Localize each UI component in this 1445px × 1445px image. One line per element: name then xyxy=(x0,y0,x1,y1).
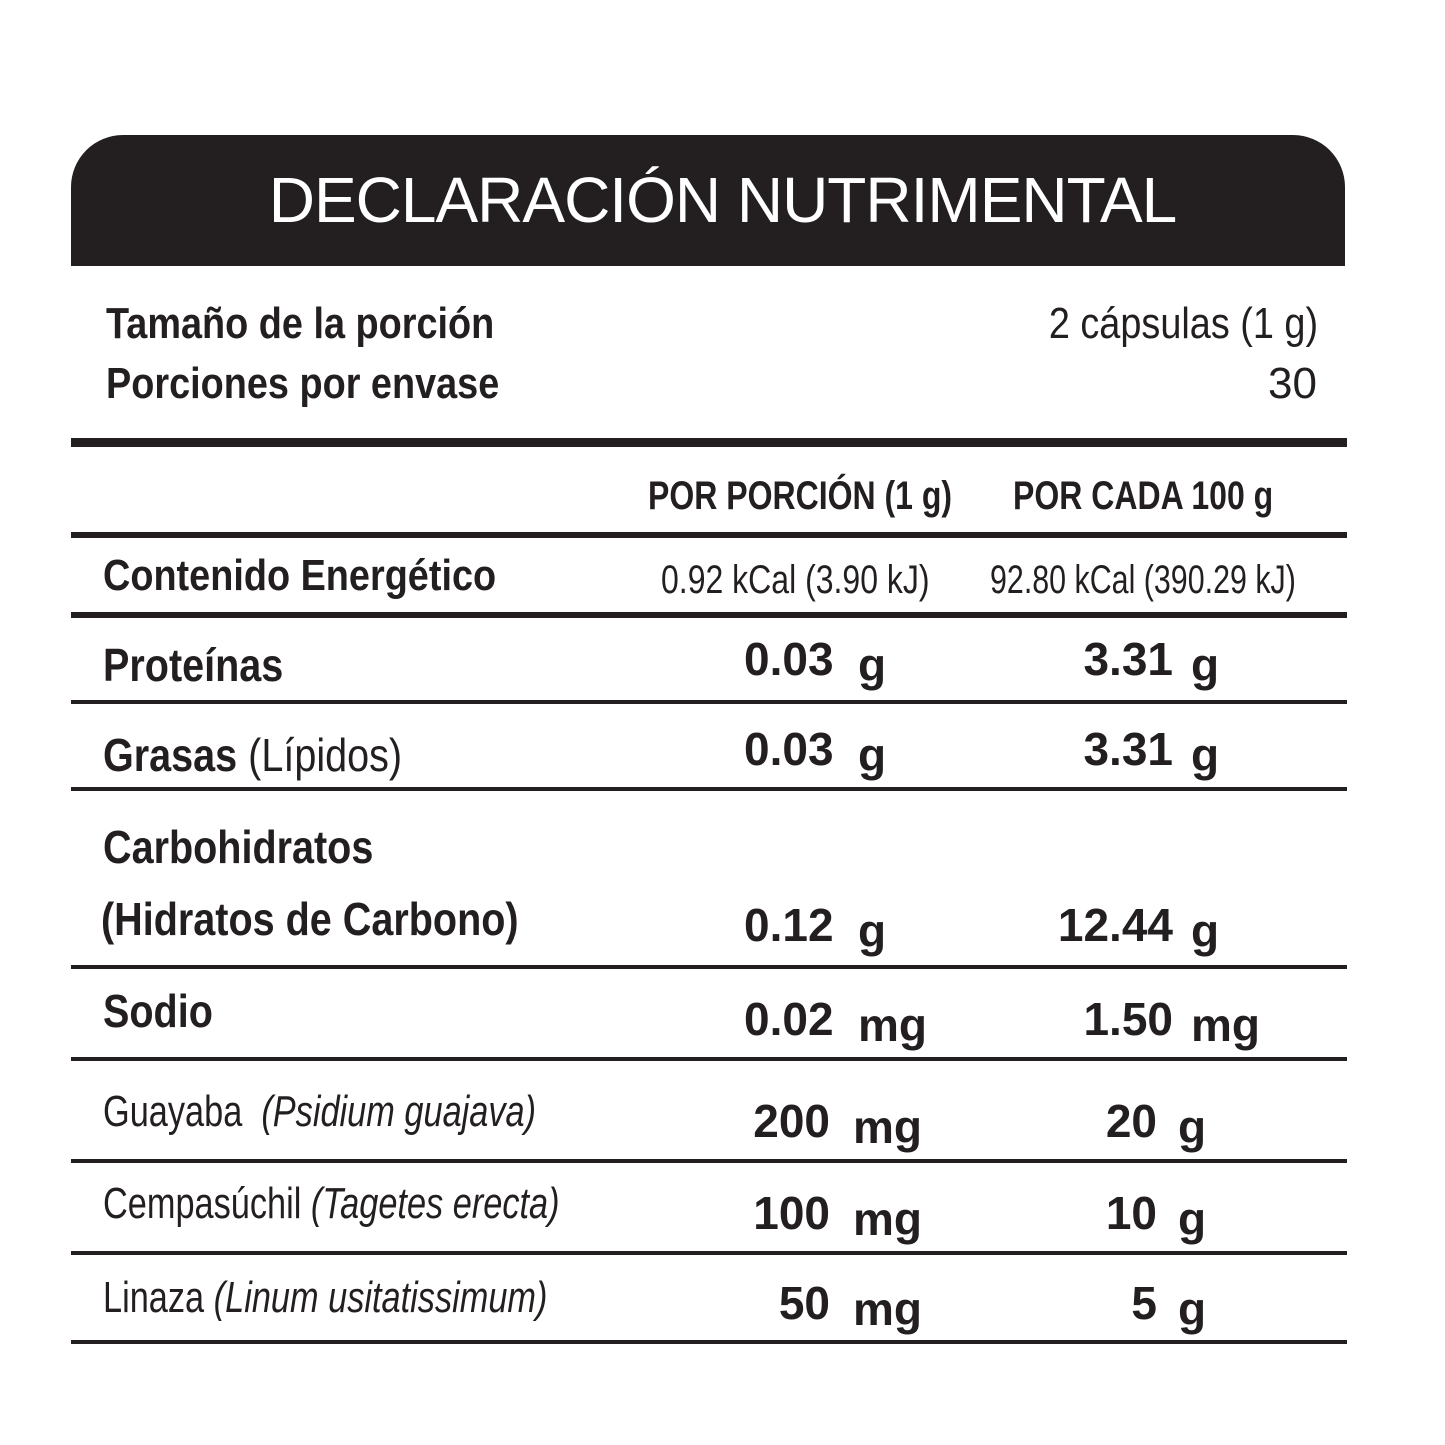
row-divider xyxy=(71,532,1347,538)
protein-per-100g-value: 3.31 xyxy=(1083,633,1173,685)
guava-per-serving-unit: mg xyxy=(853,1101,922,1153)
flaxseed-per-100g-value: 5 xyxy=(1131,1277,1157,1329)
servings-per-container-value: 30 xyxy=(1268,359,1317,408)
row-label-energy: Contenido Energético xyxy=(103,551,497,600)
row-divider xyxy=(71,1251,1347,1255)
fat-per-100g-unit: g xyxy=(1191,729,1220,781)
guava-per-100g-value: 20 xyxy=(1105,1095,1157,1147)
sodium-per-100g-value: 1.50 xyxy=(1083,993,1173,1045)
carbs-per-100g-value: 12.44 xyxy=(1057,899,1173,951)
marigold-per-100g-unit: g xyxy=(1178,1193,1207,1245)
servings-per-container-label: Porciones por envase xyxy=(106,359,500,408)
marigold-per-serving-unit: mg xyxy=(853,1193,922,1245)
row-label-guava: Guayaba (Psidium guajava) xyxy=(103,1087,537,1136)
bottom-divider xyxy=(71,1340,1347,1344)
carbs-per-serving-value: 0.12 xyxy=(744,899,834,951)
protein-per-100g-unit: g xyxy=(1191,639,1220,691)
protein-per-serving-unit: g xyxy=(858,639,887,691)
column-header-per-100g: POR CADA 100 g xyxy=(1013,474,1274,518)
flaxseed-per-serving-unit: mg xyxy=(853,1283,922,1335)
row-divider xyxy=(71,612,1347,618)
row-divider xyxy=(71,1159,1347,1163)
protein-per-serving-value: 0.03 xyxy=(744,633,834,685)
row-label-carbs-extra: (Hidratos de Carbono) xyxy=(101,893,519,945)
energy-per-serving: 0.92 kCal (3.90 kJ) xyxy=(661,558,930,602)
row-label-flaxseed: Linaza (Linum usitatissimum) xyxy=(103,1273,548,1322)
energy-per-100g: 92.80 kCal (390.29 kJ) xyxy=(990,558,1296,602)
row-divider xyxy=(71,965,1347,969)
flaxseed-per-100g-unit: g xyxy=(1178,1283,1207,1335)
column-header-per-serving: POR PORCIÓN (1 g) xyxy=(648,474,953,518)
label-header-bar xyxy=(71,135,1345,266)
fat-per-serving-value: 0.03 xyxy=(744,723,834,775)
guava-per-100g-unit: g xyxy=(1178,1101,1207,1153)
fat-per-100g-value: 3.31 xyxy=(1083,723,1173,775)
thick-divider xyxy=(71,438,1347,447)
sodium-per-100g-unit: mg xyxy=(1191,999,1260,1051)
row-label-sodium: Sodio xyxy=(103,985,213,1037)
flaxseed-per-serving-value: 50 xyxy=(778,1277,830,1329)
row-label-fat: Grasas (Lípidos) xyxy=(103,729,403,781)
marigold-per-100g-value: 10 xyxy=(1105,1187,1157,1239)
serving-size-label: Tamaño de la porción xyxy=(106,299,495,348)
row-label-marigold: Cempasúchil (Tagetes erecta) xyxy=(103,1179,560,1228)
fat-per-serving-unit: g xyxy=(858,729,887,781)
guava-per-serving-value: 200 xyxy=(753,1095,830,1147)
sodium-per-serving-value: 0.02 xyxy=(744,993,834,1045)
marigold-per-serving-value: 100 xyxy=(753,1187,830,1239)
carbs-per-100g-unit: g xyxy=(1191,905,1220,957)
row-label-carbs: Carbohidratos xyxy=(103,821,374,873)
serving-size-value: 2 cápsulas (1 g) xyxy=(1048,299,1318,348)
carbs-per-serving-unit: g xyxy=(858,905,887,957)
row-divider xyxy=(71,1057,1347,1061)
label-title: DECLARACIÓN NUTRIMENTAL xyxy=(268,164,1177,236)
row-divider xyxy=(71,787,1347,791)
sodium-per-serving-unit: mg xyxy=(858,999,927,1051)
row-label-protein: Proteínas xyxy=(103,639,284,691)
row-divider xyxy=(71,700,1347,704)
